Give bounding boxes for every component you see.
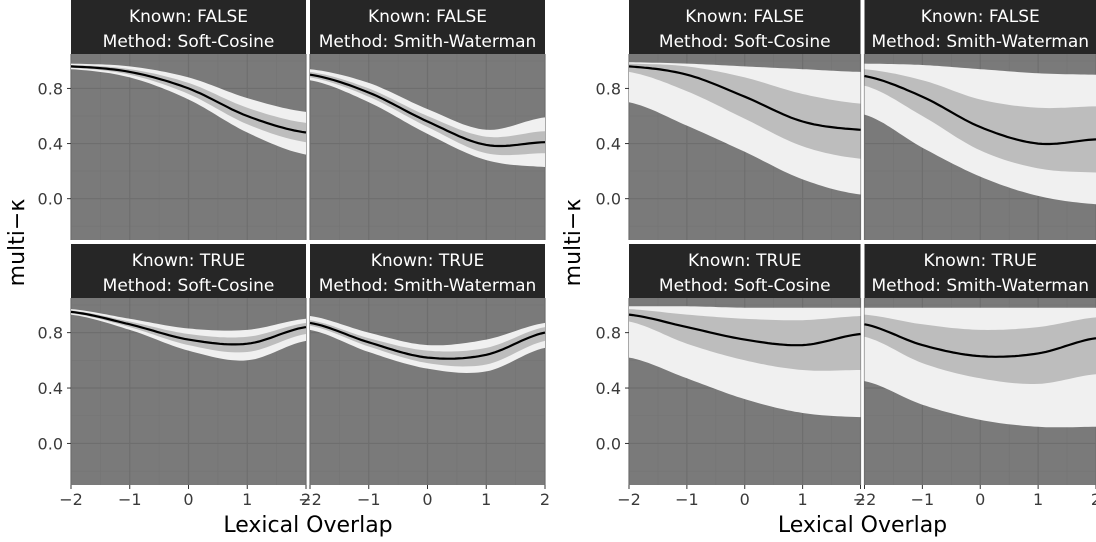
y-tick-label: 0.4 xyxy=(596,135,621,154)
facet-panel: Known: TRUE Method: Soft-Cosine 0.0 0.4 0.8 −… xyxy=(596,244,866,509)
x-tick-label: 0 xyxy=(183,490,193,509)
y-tick-label: 0.4 xyxy=(38,135,63,154)
x-tick-label: 1 xyxy=(1033,490,1043,509)
y-tick-label: 0.8 xyxy=(38,324,63,343)
fit-line xyxy=(628,313,861,347)
gridlines xyxy=(70,54,307,240)
x-tick-label: 2 xyxy=(301,490,311,509)
x-tick-label: −2 xyxy=(59,490,83,509)
y-tick-label: 0.8 xyxy=(596,324,621,343)
facet-strip xyxy=(71,0,306,54)
facet-strip xyxy=(629,0,861,54)
x-tick-label: 0 xyxy=(975,490,985,509)
y-tick-label: 0.0 xyxy=(38,434,63,453)
facet-strip xyxy=(310,0,545,54)
fit-line xyxy=(309,321,546,360)
facet-strip-label-known: Known: TRUE xyxy=(132,251,246,271)
facet-strip-label-known: Known: FALSE xyxy=(921,7,1040,27)
facet-strip xyxy=(71,244,306,298)
facet-panel: Known: TRUE Method: Smith-Waterman −2 −1 0 1 2 xyxy=(298,244,550,509)
facet-strip-label-method: Method: Soft-Cosine xyxy=(103,276,275,296)
x-tick-label: 1 xyxy=(481,490,491,509)
facet-strip-label-method: Method: Smith-Waterman xyxy=(871,276,1089,296)
facet-panel: Known: TRUE Method: Soft-Cosine 0.0 0.4 0.8 −… xyxy=(38,244,311,509)
inner-interval-band xyxy=(71,310,306,353)
x-tick-label: −2 xyxy=(298,490,322,509)
x-tick-label: −2 xyxy=(617,490,641,509)
fit-line xyxy=(864,74,1096,146)
y-tick-label: 0.0 xyxy=(596,434,621,453)
fit-line xyxy=(70,65,307,134)
x-axis-title: Lexical Overlap xyxy=(778,513,947,538)
facet-strip-label-method: Method: Smith-Waterman xyxy=(319,32,537,52)
x-tick-label: 0 xyxy=(422,490,432,509)
y-tick-label: 0.0 xyxy=(596,190,621,209)
x-tick-label: −1 xyxy=(357,490,381,509)
facet-strip-label-known: Known: FALSE xyxy=(129,7,248,27)
x-tick-label: 1 xyxy=(798,490,808,509)
inner-interval-band xyxy=(629,63,861,159)
facet-strip xyxy=(864,244,1096,298)
facet-panel: Known: FALSE Method: Smith-Waterman xyxy=(863,0,1096,240)
y-tick-label: 0.8 xyxy=(38,79,63,98)
inner-interval-band xyxy=(864,69,1096,173)
x-axis-title: Lexical Overlap xyxy=(223,513,392,538)
facet-strip xyxy=(310,244,545,298)
inner-interval-band xyxy=(71,65,306,143)
x-tick-label: 2 xyxy=(1091,490,1096,509)
chart-block-1: Known: FALSE Method: Soft-Cosine 0.0 0.4 0.8… xyxy=(5,0,550,538)
x-tick-label: 0 xyxy=(740,490,750,509)
y-tick-label: 0.8 xyxy=(596,79,621,98)
facet-strip-label-method: Method: Smith-Waterman xyxy=(319,276,537,296)
facet-panel: Known: FALSE Method: Smith-Waterman xyxy=(309,0,546,240)
y-tick-label: 0.0 xyxy=(38,190,63,209)
facet-panel: Known: FALSE Method: Soft-Cosine 0.0 0.4 0.8 xyxy=(596,0,862,240)
facet-panel: Known: TRUE Method: Smith-Waterman −2 −1 0 1 2 xyxy=(853,244,1096,509)
y-axis-title: multi−κ xyxy=(5,199,30,287)
fit-line xyxy=(70,310,307,346)
facet-strip xyxy=(864,0,1096,54)
facet-panel: Known: FALSE Method: Soft-Cosine 0.0 0.4 0.8 xyxy=(38,0,307,240)
outer-interval-band xyxy=(71,63,306,155)
fit-line xyxy=(628,65,861,131)
facet-strip xyxy=(629,244,861,298)
facet-strip-label-known: Known: TRUE xyxy=(923,251,1037,271)
x-tick-label: −2 xyxy=(853,490,877,509)
x-tick-label: −1 xyxy=(675,490,699,509)
y-tick-label: 0.4 xyxy=(38,379,63,398)
chart-block-2: Known: FALSE Method: Soft-Cosine 0.0 0.4 0.8… xyxy=(561,0,1096,538)
facet-strip-label-method: Method: Soft-Cosine xyxy=(659,32,831,52)
x-tick-label: −1 xyxy=(911,490,935,509)
y-tick-label: 0.4 xyxy=(596,379,621,398)
facet-strip-label-known: Known: TRUE xyxy=(371,251,485,271)
facet-strip-label-method: Method: Smith-Waterman xyxy=(871,32,1089,52)
y-axis-title: multi−κ xyxy=(561,199,586,287)
facet-strip-label-known: Known: TRUE xyxy=(688,251,802,271)
x-tick-label: 2 xyxy=(540,490,550,509)
facet-strip-label-method: Method: Soft-Cosine xyxy=(659,276,831,296)
inner-interval-band xyxy=(864,314,1096,384)
fit-line xyxy=(864,323,1096,358)
facet-strip-label-method: Method: Soft-Cosine xyxy=(103,32,275,52)
x-tick-label: 1 xyxy=(242,490,252,509)
x-tick-label: 2 xyxy=(855,490,865,509)
x-tick-label: −1 xyxy=(118,490,142,509)
facet-strip-label-known: Known: FALSE xyxy=(685,7,804,27)
facet-strip-label-known: Known: FALSE xyxy=(368,7,487,27)
fit-line xyxy=(309,73,546,148)
